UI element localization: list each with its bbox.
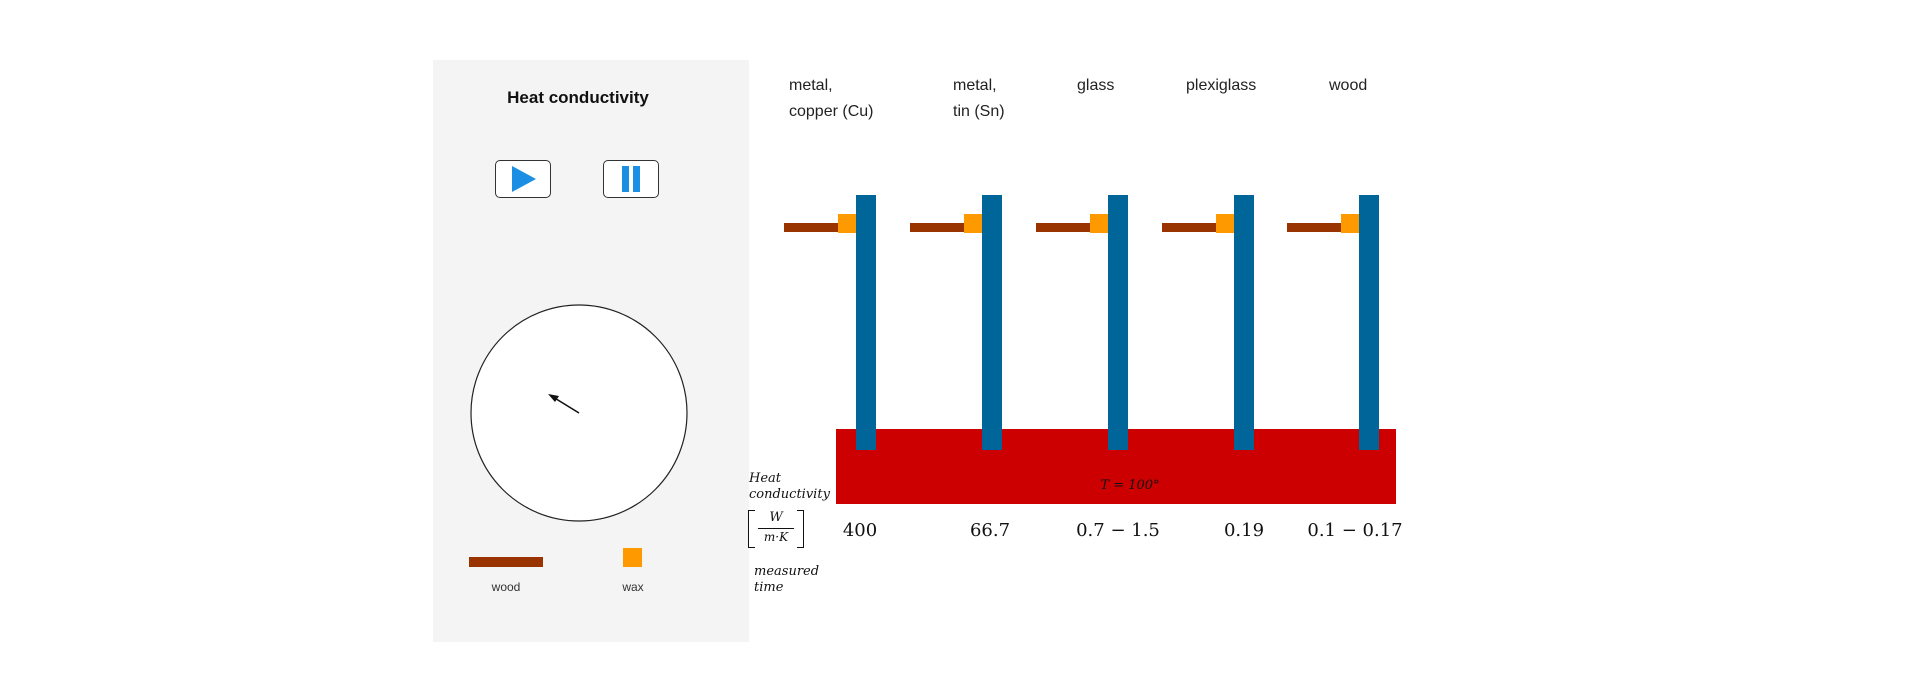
material-label-copper: metal, copper (Cu) bbox=[789, 77, 874, 120]
clock-dial bbox=[470, 304, 688, 522]
clock-hand-icon bbox=[548, 394, 580, 414]
wax-block-wood bbox=[1341, 214, 1359, 233]
unit-bracket-left bbox=[748, 510, 755, 548]
wax-block-glass bbox=[1090, 214, 1108, 233]
wood-stick-wood bbox=[1287, 223, 1343, 232]
play-button[interactable] bbox=[495, 160, 551, 198]
wax-block-plexiglass bbox=[1216, 214, 1234, 233]
wax-block-tin bbox=[964, 214, 982, 233]
rod-plexiglass bbox=[1234, 195, 1254, 450]
material-label-plexiglass: plexiglass bbox=[1186, 77, 1257, 94]
rod-tin bbox=[982, 195, 1002, 450]
temperature-label: T = 100° bbox=[1100, 478, 1160, 493]
legend-wood-swatch bbox=[469, 557, 543, 567]
conductivity-value-wood: 0.1 − 0.17 bbox=[1307, 520, 1403, 541]
legend-wax-label: wax bbox=[622, 580, 644, 594]
rod-glass bbox=[1108, 195, 1128, 450]
conductivity-value-tin: 66.7 bbox=[969, 520, 1011, 541]
pause-button[interactable] bbox=[603, 160, 659, 198]
wood-stick-plexiglass bbox=[1162, 223, 1218, 232]
legend-wood-label: wood bbox=[491, 580, 521, 594]
pause-icon bbox=[622, 166, 640, 192]
material-label-tin: metal, tin (Sn) bbox=[953, 77, 1005, 120]
play-icon bbox=[512, 166, 536, 192]
material-label-glass: glass bbox=[1077, 77, 1115, 94]
unit-fraction-line bbox=[758, 528, 794, 529]
unit-denominator: m·K bbox=[763, 530, 789, 544]
panel-title: Heat conductivity bbox=[507, 88, 649, 107]
unit-numerator: W bbox=[769, 510, 783, 525]
wood-stick-copper bbox=[784, 223, 840, 232]
wax-block-copper bbox=[838, 214, 856, 233]
conductivity-value-glass: 0.7 − 1.5 bbox=[1076, 520, 1160, 541]
row-label-measured-time: measured time bbox=[754, 564, 820, 595]
wood-stick-glass bbox=[1036, 223, 1092, 232]
legend-wax-swatch bbox=[623, 548, 642, 567]
rod-copper bbox=[856, 195, 876, 450]
conductivity-value-copper: 400 bbox=[842, 520, 878, 541]
wood-stick-tin bbox=[910, 223, 966, 232]
material-label-wood: wood bbox=[1329, 77, 1368, 94]
conductivity-value-plexiglass: 0.19 bbox=[1223, 520, 1265, 541]
unit-bracket-right bbox=[797, 510, 804, 548]
row-label-conductivity: Heat conductivity bbox=[749, 471, 830, 502]
control-panel: Heat conductivity wood wax bbox=[433, 60, 749, 642]
rod-wood bbox=[1359, 195, 1379, 450]
unit-label: W m·K bbox=[748, 508, 804, 550]
